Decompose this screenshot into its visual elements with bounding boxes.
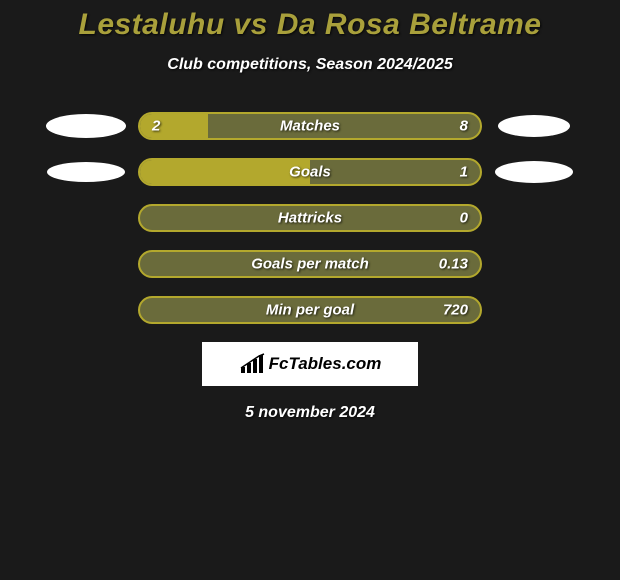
player-right-icon (494, 204, 574, 232)
stat-value-right: 8 (460, 118, 468, 135)
avatar-ellipse-icon (495, 161, 573, 183)
stat-value-right: 1 (460, 164, 468, 181)
stat-label: Min per goal (266, 302, 354, 319)
avatar-ellipse-icon (46, 114, 126, 138)
stat-bar: Min per goal 720 (138, 296, 482, 324)
stat-bar: Hattricks 0 (138, 204, 482, 232)
player-left-icon (46, 204, 126, 232)
player-left-icon (46, 250, 126, 278)
stat-bar-fill (140, 160, 310, 184)
stat-bar-fill (140, 114, 208, 138)
avatar-ellipse-icon (498, 115, 570, 137)
player-left-icon (46, 158, 126, 186)
stat-label: Hattricks (278, 210, 342, 227)
player-right-icon (494, 112, 574, 140)
logo: FcTables.com (239, 353, 382, 375)
avatar-ellipse-icon (47, 162, 125, 182)
stat-value-right: 720 (443, 302, 468, 319)
stat-value-right: 0.13 (439, 256, 468, 273)
stat-value-right: 0 (460, 210, 468, 227)
logo-bars-icon (239, 353, 265, 375)
page-subtitle: Club competitions, Season 2024/2025 (0, 56, 620, 74)
stat-row: Hattricks 0 (0, 204, 620, 232)
logo-box: FcTables.com (202, 342, 418, 386)
stat-row: Goals 1 (0, 158, 620, 186)
player-right-icon (494, 250, 574, 278)
stat-label: Matches (280, 118, 340, 135)
stat-bar: Goals 1 (138, 158, 482, 186)
stat-row: Goals per match 0.13 (0, 250, 620, 278)
stat-label: Goals per match (251, 256, 369, 273)
player-right-icon (494, 158, 574, 186)
stat-label: Goals (289, 164, 331, 181)
player-right-icon (494, 296, 574, 324)
stat-row: 2 Matches 8 (0, 112, 620, 140)
stat-bar: Goals per match 0.13 (138, 250, 482, 278)
stat-row: Min per goal 720 (0, 296, 620, 324)
player-left-icon (46, 296, 126, 324)
player-left-icon (46, 112, 126, 140)
page-title: Lestaluhu vs Da Rosa Beltrame (0, 0, 620, 42)
footer-date: 5 november 2024 (0, 404, 620, 422)
comparison-chart: 2 Matches 8 Goals 1 Hattricks 0 Goals per match… (0, 112, 620, 324)
stat-value-left: 2 (152, 118, 160, 135)
stat-bar: 2 Matches 8 (138, 112, 482, 140)
logo-text: FcTables.com (269, 354, 382, 374)
